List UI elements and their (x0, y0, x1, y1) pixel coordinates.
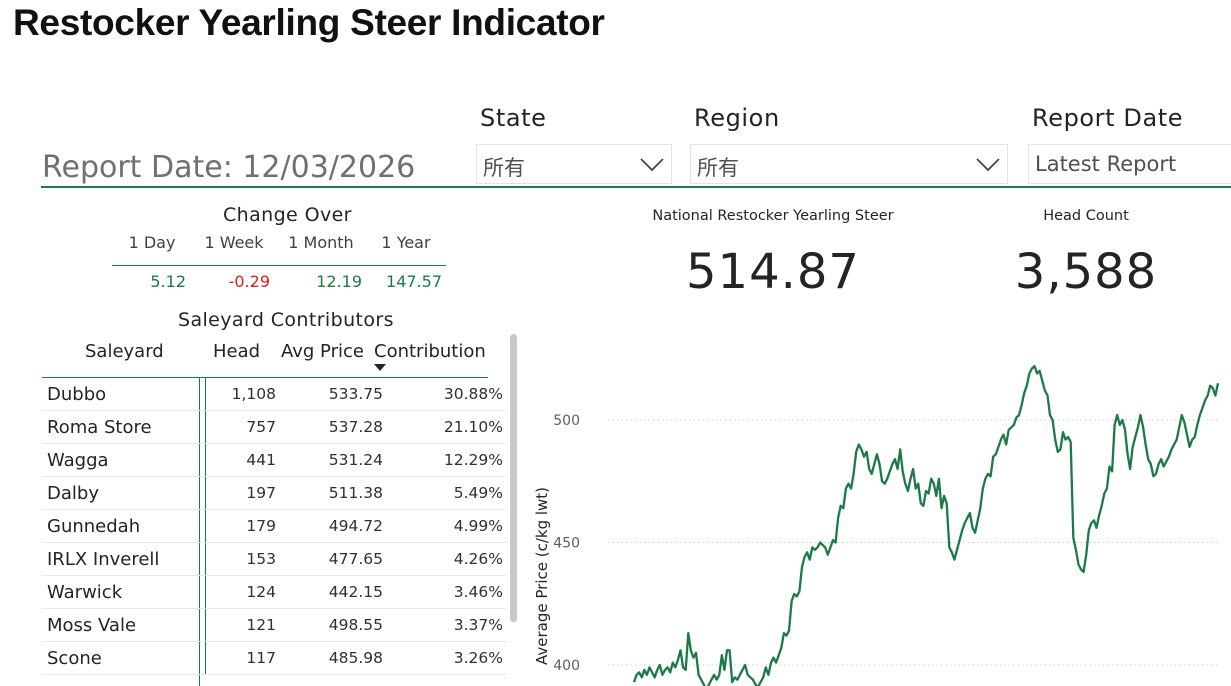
head-cell: 117 (205, 641, 278, 675)
head-cell: 121 (205, 608, 278, 642)
avg-price-cell: 498.55 (278, 608, 385, 642)
state-dropdown[interactable]: 所有 (476, 144, 672, 184)
change-1-day-value: 5.12 (150, 272, 186, 291)
y-tick-label: 500 (553, 413, 580, 429)
region-slicer-label: Region (694, 104, 780, 132)
national-indicator-value: 514.87 (686, 244, 860, 300)
avg-price-cell: 494.72 (278, 509, 385, 543)
report-date-heading: Report Date: 12/03/2026 (42, 150, 416, 185)
change-over-title: Change Over (223, 204, 352, 226)
saleyard-table: Dubbo 1,108 533.75 30.88% Roma Store 757 537.2… (42, 378, 507, 675)
contribution-cell: 3.26% (385, 641, 507, 675)
head-cell: 179 (205, 509, 278, 543)
saleyard-name: Dubbo (42, 378, 206, 411)
report-date-dropdown-value: Latest Report (1035, 152, 1177, 176)
period-1-day: 1 Day (128, 233, 176, 252)
head-cell: 441 (205, 443, 278, 477)
header-divider (41, 186, 1231, 188)
period-1-year: 1 Year (381, 233, 431, 252)
contribution-cell: 21.10% (385, 410, 507, 444)
price-line-chart: 400 450 500 Average Price (c/kg lwt) (533, 364, 1220, 686)
state-dropdown-value: 所有 (483, 156, 525, 180)
chevron-down-icon (640, 158, 664, 172)
head-cell: 124 (205, 575, 278, 609)
y-tick-label: 450 (553, 536, 580, 552)
head-count-value: 3,588 (1014, 244, 1158, 300)
avg-price-cell: 485.98 (278, 641, 385, 675)
avg-price-cell: 442.15 (278, 575, 385, 609)
column-header-contribution[interactable]: Contribution (374, 341, 486, 362)
saleyard-contributors-title: Saleyard Contributors (178, 309, 394, 331)
saleyard-name: Wagga (42, 443, 206, 477)
table-header-divider (42, 377, 488, 378)
contribution-cell: 3.46% (385, 575, 507, 609)
table-row[interactable]: Dalby 197 511.38 5.49% (42, 476, 507, 510)
head-cell: 153 (205, 542, 278, 576)
period-1-month: 1 Month (288, 233, 354, 252)
avg-price-cell: 533.75 (278, 378, 385, 411)
table-row[interactable]: Gunnedah 179 494.72 4.99% (42, 509, 507, 543)
table-row[interactable]: IRLX Inverell 153 477.65 4.26% (42, 542, 507, 576)
table-row[interactable]: Moss Vale 121 498.55 3.37% (42, 608, 507, 642)
head-count-title: Head Count (1043, 208, 1129, 224)
head-cell: 1,108 (205, 378, 278, 411)
saleyard-name: Dalby (42, 476, 206, 510)
saleyard-name: Moss Vale (42, 608, 206, 642)
saleyard-name: IRLX Inverell (42, 542, 206, 576)
report-date-dropdown[interactable]: Latest Report (1028, 144, 1231, 184)
contribution-cell: 12.29% (385, 443, 507, 477)
table-scrollbar[interactable] (510, 334, 517, 622)
contribution-cell: 30.88% (385, 378, 507, 411)
saleyard-name: Gunnedah (42, 509, 206, 543)
contribution-cell: 4.26% (385, 542, 507, 576)
table-row[interactable]: Wagga 441 531.24 12.29% (42, 443, 507, 477)
column-header-avg-price[interactable]: Avg Price (281, 341, 364, 362)
change-1-week-value: -0.29 (228, 272, 270, 291)
y-tick-label: 400 (553, 658, 580, 674)
state-slicer-label: State (480, 104, 547, 132)
column-header-saleyard[interactable]: Saleyard (85, 341, 164, 362)
series-line (632, 364, 1220, 686)
change-over-divider (112, 265, 446, 266)
y-axis-label: Average Price (c/kg lwt) (533, 487, 551, 665)
head-cell: 197 (205, 476, 278, 510)
page-title: Restocker Yearling Steer Indicator (13, 2, 605, 43)
saleyard-name: Scone (42, 641, 206, 675)
table-row[interactable]: Dubbo 1,108 533.75 30.88% (42, 378, 507, 411)
avg-price-cell: 537.28 (278, 410, 385, 444)
saleyard-name: Roma Store (42, 410, 206, 444)
column-header-head[interactable]: Head (213, 341, 261, 362)
report-date-slicer-label: Report Date (1032, 104, 1184, 132)
contribution-cell: 3.37% (385, 608, 507, 642)
avg-price-cell: 477.65 (278, 542, 385, 576)
change-1-year-value: 147.57 (386, 272, 442, 291)
national-indicator-title: National Restocker Yearling Steer (652, 208, 894, 224)
head-cell: 757 (205, 410, 278, 444)
change-1-month-value: 12.19 (316, 272, 362, 291)
contribution-cell: 4.99% (385, 509, 507, 543)
avg-price-cell: 511.38 (278, 476, 385, 510)
avg-price-cell: 531.24 (278, 443, 385, 477)
table-row[interactable]: Warwick 124 442.15 3.46% (42, 575, 507, 609)
table-row[interactable]: Roma Store 757 537.28 21.10% (42, 410, 507, 444)
saleyard-name: Warwick (42, 575, 206, 609)
region-dropdown-value: 所有 (697, 156, 739, 180)
table-row[interactable]: Scone 117 485.98 3.26% (42, 641, 507, 675)
period-1-week: 1 Week (204, 233, 264, 252)
contribution-cell: 5.49% (385, 476, 507, 510)
chevron-down-icon (976, 158, 1000, 172)
sort-descending-icon (374, 364, 386, 371)
region-dropdown[interactable]: 所有 (690, 144, 1008, 184)
